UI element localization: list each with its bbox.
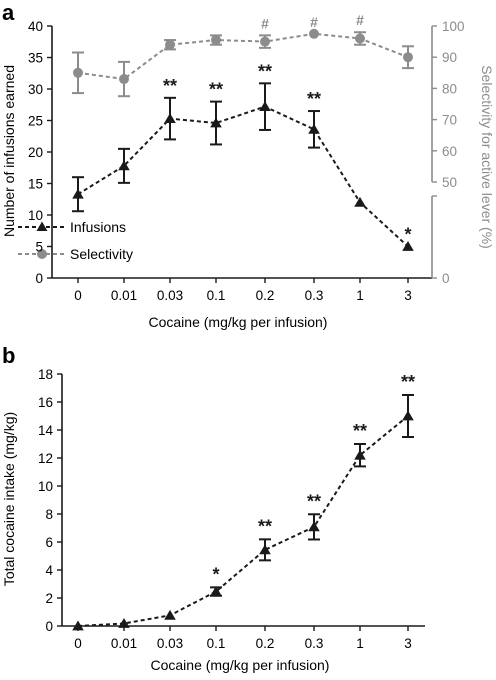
intake-point — [259, 544, 271, 555]
infusions-significance-label: * — [404, 225, 411, 245]
intake-point — [308, 521, 320, 532]
panel-a-x-tick-label: 0.03 — [157, 288, 183, 303]
panel-b-y-axis-title: Total cocaine intake (mg/kg) — [1, 412, 17, 586]
panel-a-plot: 0 5 10 15 20 25 30 35 40 0 0.01 0.03 0.1 0.2 0.3 1 3 50 60… — [28, 12, 465, 303]
intake-point — [210, 586, 222, 596]
panel-b-y-tick-label: 6 — [45, 535, 53, 550]
panel-a-y2-tick-label: 50 — [442, 175, 457, 190]
infusions-point — [210, 117, 222, 128]
selectivity-significance-label: # — [356, 12, 364, 28]
selectivity-point — [165, 39, 175, 50]
panel-b-x-tick-label: 0.3 — [305, 636, 324, 651]
infusions-point — [72, 188, 84, 199]
intake-series-line — [77, 415, 409, 627]
panel-a-x-axis-title: Cocaine (mg/kg per infusion) — [149, 314, 328, 330]
panel-a-x-tick-label: 0.2 — [256, 288, 275, 303]
panel-a-y2-tick-label: 80 — [442, 81, 457, 96]
panel-a-y2-tick-label: 70 — [442, 113, 457, 128]
panel-b-y-tick-label: 10 — [38, 479, 53, 494]
panel-b-y-tick-label: 8 — [45, 507, 53, 522]
panel-a-y-tick-label: 15 — [28, 177, 43, 192]
panel-b-x-tick-label: 0 — [74, 636, 82, 651]
intake-significance-label: ** — [258, 516, 272, 536]
infusions-significance-label: ** — [258, 61, 272, 81]
panel-b-y-tick-label: 18 — [38, 367, 53, 382]
selectivity-point — [119, 74, 129, 85]
selectivity-point — [309, 28, 319, 39]
panel-b-y-tick-label: 16 — [38, 395, 53, 410]
infusions-significance-label: ** — [307, 89, 321, 109]
panel-a-y2-axis-title: Selectivity for active lever (%) — [479, 65, 495, 249]
selectivity-point — [355, 33, 365, 44]
panel-b-x-tick-label: 3 — [404, 636, 412, 651]
panel-a-y2-tick-label: 100 — [442, 19, 465, 34]
panel-b-y-tick-label: 0 — [45, 619, 53, 634]
panel-a-letter: a — [2, 0, 15, 25]
panel-b-x-axis-title: Cocaine (mg/kg per infusion) — [151, 657, 330, 673]
panel-a-x-tick-label: 0.1 — [207, 288, 226, 303]
legend-selectivity-marker — [37, 249, 47, 259]
intake-significance-label: * — [212, 564, 219, 584]
panel-a-x-tick-label: 0.01 — [111, 288, 137, 303]
panel-a-legend: Infusions Selectivity — [18, 219, 133, 262]
panel-b-letter: b — [2, 343, 15, 368]
intake-point — [72, 620, 84, 631]
selectivity-significance-label: # — [261, 15, 269, 31]
infusions-point — [118, 160, 130, 171]
intake-significance-label: ** — [401, 372, 415, 392]
intake-point — [402, 410, 414, 421]
intake-significance-label: ** — [353, 421, 367, 441]
intake-point — [164, 609, 176, 620]
panel-b-x-tick-label: 0.2 — [256, 636, 275, 651]
panel-b-y-tick-label: 4 — [45, 563, 53, 578]
panel-b-y-tick-label: 12 — [38, 451, 53, 466]
legend-infusions-label: Infusions — [70, 219, 126, 235]
legend-infusions-marker — [36, 221, 48, 231]
infusions-point — [402, 241, 414, 251]
panel-a-y-tick-label: 40 — [28, 19, 43, 34]
panel-a-y-axis-title: Number of infusions earned — [1, 65, 17, 237]
selectivity-point — [211, 35, 221, 46]
panel-a-y-tick-label: 20 — [28, 145, 43, 160]
legend-selectivity-label: Selectivity — [70, 246, 133, 262]
selectivity-point — [403, 52, 413, 63]
panel-a-y-tick-label: 30 — [28, 82, 43, 97]
panel-a-y-tick-label: 5 — [35, 240, 43, 255]
panel-a-x-tick-label: 0 — [74, 288, 82, 303]
panel-a-y2-tick-label: 90 — [442, 50, 457, 65]
panel-a-x-tick-label: 0.3 — [305, 288, 324, 303]
infusions-point — [259, 101, 271, 112]
infusions-point — [164, 113, 176, 124]
panel-b-y-tick-label: 14 — [38, 423, 54, 438]
panel-a-y2-tick-label: 60 — [442, 144, 457, 159]
intake-significance-label: ** — [307, 491, 321, 511]
panel-b-x-tick-label: 1 — [356, 636, 364, 651]
infusions-series-line — [77, 105, 409, 248]
panel-a-y2-tick-label: 0 — [442, 271, 450, 286]
intake-point — [354, 449, 366, 460]
panel-a-y-tick-label: 35 — [28, 51, 43, 66]
panel-a-x-tick-label: 3 — [404, 288, 412, 303]
infusions-significance-label: ** — [209, 80, 223, 100]
selectivity-point — [260, 36, 270, 47]
panel-a-x-tick-label: 1 — [356, 288, 364, 303]
infusions-point — [354, 196, 366, 207]
panel-a-y-tick-label: 10 — [28, 208, 43, 223]
panel-b-x-tick-label: 0.1 — [207, 636, 226, 651]
selectivity-point — [73, 67, 83, 78]
intake-point — [118, 617, 130, 628]
selectivity-significance-label: # — [310, 14, 318, 30]
panel-a-y-tick-label: 25 — [28, 114, 43, 129]
panel-b-y-tick-label: 2 — [45, 591, 53, 606]
panel-a-y-tick-label: 0 — [35, 271, 43, 286]
selectivity-series-line — [77, 32, 409, 81]
infusions-significance-label: ** — [163, 76, 177, 96]
panel-b-x-tick-label: 0.03 — [157, 636, 183, 651]
infusions-point — [308, 123, 320, 134]
panel-b-x-tick-label: 0.01 — [111, 636, 137, 651]
